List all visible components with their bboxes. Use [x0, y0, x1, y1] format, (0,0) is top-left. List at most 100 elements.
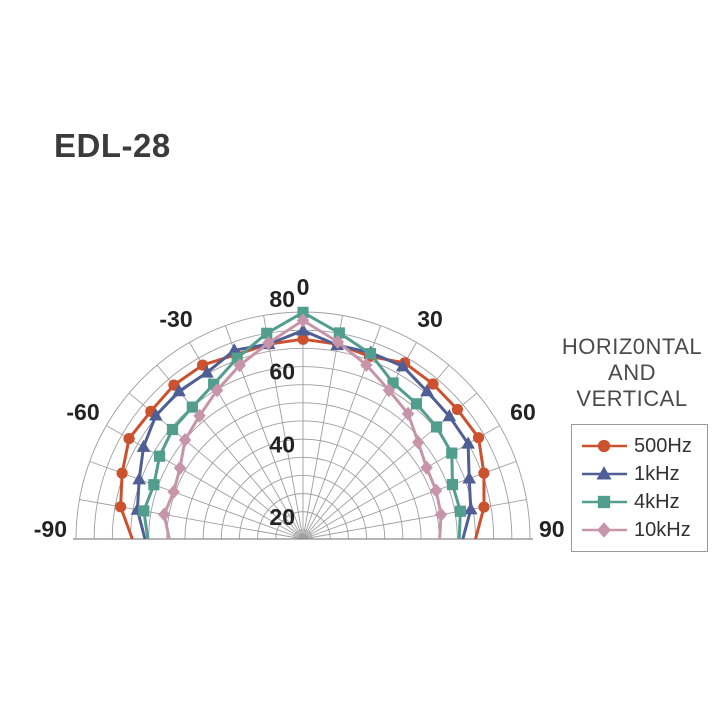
- data-point-500Hz: [297, 333, 309, 345]
- data-point-500Hz: [472, 432, 485, 444]
- page-title: EDL-28: [54, 127, 171, 164]
- data-point-500Hz: [196, 359, 209, 371]
- angle-tick-label: 60: [510, 399, 536, 425]
- data-point-500Hz: [116, 467, 128, 479]
- legend-item-500hz: 500Hz: [581, 432, 707, 460]
- legend-marker-circle-icon: [581, 437, 629, 455]
- data-point-4kHz: [186, 401, 198, 413]
- data-point-10kHz: [382, 383, 396, 398]
- series-10kHz: [158, 313, 448, 540]
- data-point-1kHz: [462, 471, 477, 484]
- triangle-glyph: [582, 466, 627, 480]
- angle-tick-label: 0: [297, 274, 310, 300]
- data-point-10kHz: [401, 406, 415, 421]
- data-point-10kHz: [158, 507, 171, 522]
- series-1kHz: [130, 323, 478, 540]
- data-point-10kHz: [233, 358, 246, 373]
- data-point-1kHz: [172, 384, 186, 397]
- square-glyph: [582, 495, 627, 509]
- data-point-4kHz: [138, 505, 150, 517]
- data-point-10kHz: [178, 433, 192, 448]
- data-point-1kHz: [136, 439, 151, 452]
- data-point-4kHz: [410, 398, 423, 410]
- angle-tick-label: -30: [159, 306, 192, 332]
- angle-labels: -90 -60 -30 0 30 60 90: [34, 274, 565, 542]
- legend-item-4khz: 4kHz: [581, 488, 707, 516]
- data-point-1kHz: [463, 502, 478, 515]
- data-point-1kHz: [200, 365, 214, 378]
- data-point-4kHz: [364, 348, 377, 360]
- data-point-500Hz: [478, 467, 490, 479]
- data-point-4kHz: [446, 447, 458, 459]
- data-point-10kHz: [411, 435, 425, 450]
- legend-item-label: 500Hz: [634, 434, 692, 457]
- data-point-10kHz: [262, 335, 275, 350]
- ring-tick-label: 40: [269, 431, 295, 457]
- data-point-1kHz: [227, 343, 242, 356]
- data-point-4kHz: [261, 327, 273, 339]
- grid-spokes: [76, 312, 530, 540]
- legend-item-label: 10kHz: [634, 518, 691, 541]
- angle-tick-label: 30: [417, 306, 443, 332]
- data-point-10kHz: [434, 507, 448, 522]
- data-point-4kHz: [446, 478, 459, 491]
- data-point-4kHz: [208, 378, 220, 390]
- series-500Hz: [114, 333, 490, 540]
- legend-title-line: AND: [608, 360, 656, 385]
- data-point-10kHz: [296, 313, 310, 328]
- circle-glyph: [582, 439, 627, 453]
- data-point-500Hz: [123, 432, 135, 445]
- legend-marker-triangle-icon: [581, 465, 629, 483]
- legend-item-1khz: 1kHz: [581, 460, 707, 488]
- data-point-1kHz: [420, 384, 434, 397]
- ring-tick-label: 60: [269, 359, 295, 385]
- legend-item-label: 1kHz: [634, 462, 680, 485]
- data-point-500Hz: [114, 501, 127, 513]
- data-point-10kHz: [331, 334, 344, 349]
- legend: 500Hz 1kHz 4kHz 10kHz: [571, 424, 708, 552]
- legend-item-label: 4kHz: [634, 490, 680, 513]
- legend-title: HORIZ0NTAL AND VERTICAL: [548, 334, 716, 412]
- ring-tick-label: 20: [269, 504, 295, 530]
- angle-tick-label: -90: [34, 516, 67, 542]
- data-point-10kHz: [173, 460, 187, 475]
- data-point-10kHz: [210, 383, 224, 398]
- data-point-10kHz: [429, 483, 443, 498]
- data-point-4kHz: [231, 352, 243, 364]
- legend-marker-diamond-icon: [581, 521, 629, 539]
- data-point-500Hz: [168, 379, 180, 391]
- legend-title-line: VERTICAL: [576, 386, 688, 411]
- data-point-4kHz: [333, 327, 345, 339]
- angle-tick-label: 90: [539, 516, 565, 542]
- data-point-500Hz: [478, 501, 490, 513]
- diamond-glyph: [582, 522, 627, 538]
- legend-item-10khz: 10kHz: [581, 516, 707, 544]
- data-point-1kHz: [395, 359, 410, 372]
- data-point-1kHz: [296, 323, 310, 336]
- data-point-4kHz: [166, 423, 179, 436]
- ring-labels: 20 40 60 80: [269, 286, 295, 530]
- series-4kHz: [138, 306, 466, 540]
- data-point-1kHz: [149, 408, 163, 421]
- data-point-500Hz: [427, 378, 439, 390]
- data-point-4kHz: [297, 306, 309, 318]
- ring-tick-label: 80: [269, 286, 295, 312]
- legend-marker-square-icon: [581, 493, 629, 511]
- data-point-10kHz: [420, 460, 433, 475]
- data-point-1kHz: [132, 472, 146, 485]
- data-point-10kHz: [167, 484, 180, 499]
- data-point-10kHz: [193, 408, 206, 423]
- data-point-4kHz: [387, 377, 399, 389]
- angle-tick-label: -60: [66, 399, 99, 425]
- data-point-4kHz: [153, 450, 166, 462]
- data-point-10kHz: [360, 357, 373, 372]
- legend-title-line: HORIZ0NTAL: [561, 334, 703, 359]
- data-point-500Hz: [451, 403, 464, 416]
- legend-panel: HORIZ0NTAL AND VERTICAL 500Hz 1kHz 4kHz …: [548, 334, 716, 552]
- data-point-4kHz: [430, 421, 443, 433]
- data-point-4kHz: [148, 479, 160, 491]
- data-point-1kHz: [442, 408, 457, 422]
- data-point-1kHz: [461, 436, 475, 449]
